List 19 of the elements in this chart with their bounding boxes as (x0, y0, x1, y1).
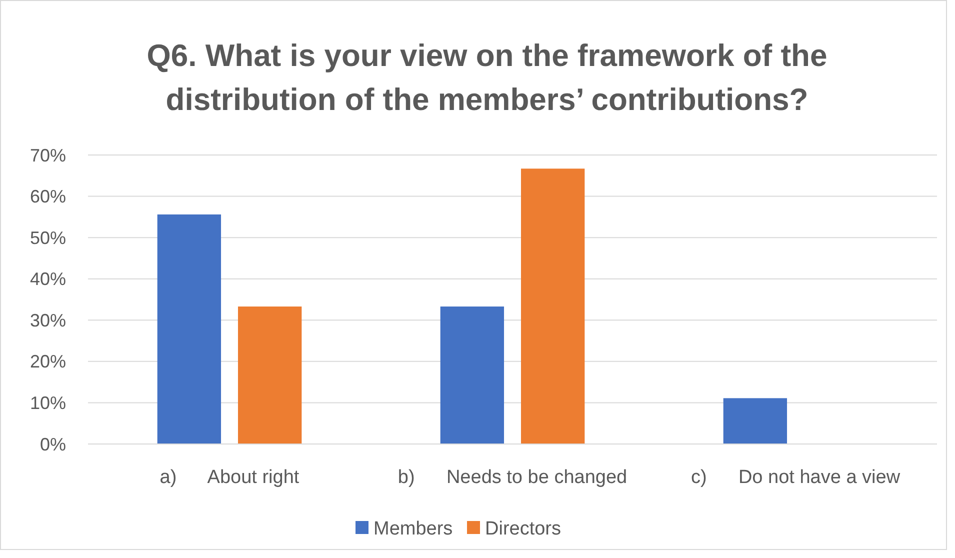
bar (520, 168, 585, 444)
bar (157, 214, 222, 444)
bar (238, 306, 302, 444)
y-tick-label: 60% (30, 186, 66, 207)
x-tick-label: a) About right (160, 467, 300, 488)
y-tick-label: 0% (40, 434, 66, 454)
y-tick-label: 40% (30, 269, 66, 290)
y-tick-label: 10% (30, 393, 66, 414)
x-tick-label: b) Needs to be changed (398, 467, 628, 488)
y-tick-label: 50% (30, 228, 66, 248)
y-tick-label: 70% (30, 145, 66, 166)
y-tick-label: 30% (30, 310, 66, 330)
y-tick-label: 20% (30, 352, 66, 372)
x-tick-label: c) Do not have a view (690, 467, 900, 488)
bar (723, 398, 788, 444)
legend-label: Members (374, 518, 453, 540)
chart-title: Q6. What is your view on the framework of the distribution of the members’ contributions? (146, 38, 828, 117)
legend-label: Directors (485, 518, 562, 540)
bar (440, 306, 504, 444)
